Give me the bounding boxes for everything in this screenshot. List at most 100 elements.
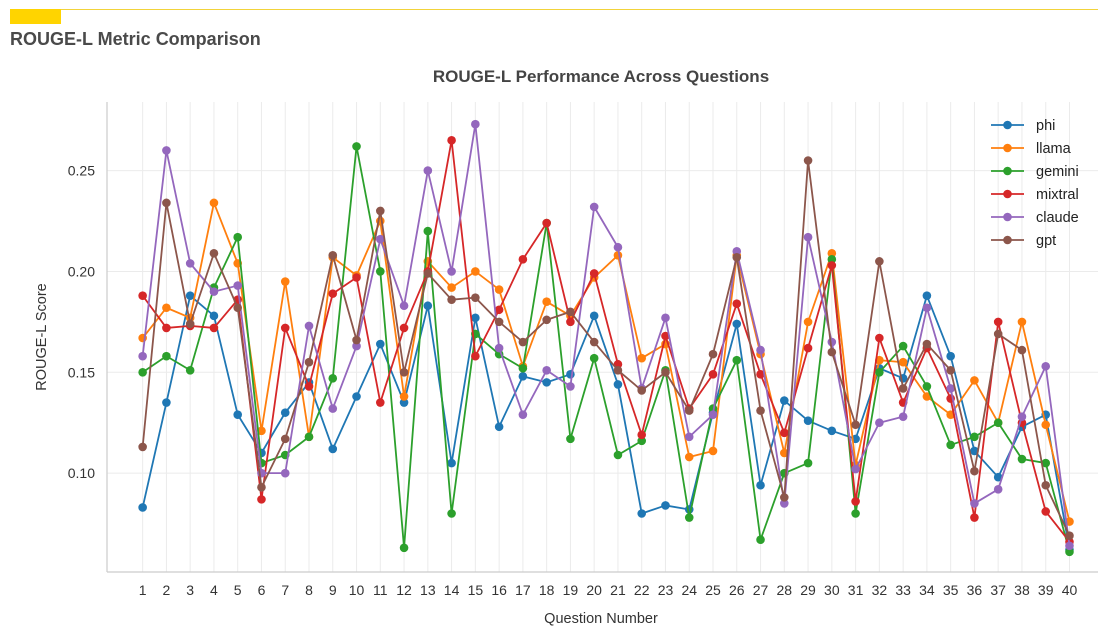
data-point-gpt xyxy=(922,339,932,349)
data-point-gpt xyxy=(185,319,195,329)
data-point-mixtral xyxy=(970,513,979,522)
data-point-phi xyxy=(780,396,789,405)
data-point-gemini xyxy=(946,440,955,450)
data-point-mixtral xyxy=(304,382,314,391)
data-point-gpt xyxy=(138,442,147,452)
legend-marker xyxy=(1003,166,1012,176)
data-point-llama xyxy=(399,392,409,401)
data-point-gemini xyxy=(566,434,575,444)
data-point-gemini xyxy=(233,232,243,242)
data-point-gpt xyxy=(970,466,979,476)
data-point-claude xyxy=(613,242,623,252)
legend-item-gpt: gpt xyxy=(991,233,1056,249)
grid-lines xyxy=(107,102,1098,572)
chart-axes xyxy=(106,102,1098,573)
y-tick-label: 0.10 xyxy=(68,465,95,481)
data-point-claude xyxy=(375,234,385,244)
data-point-mixtral xyxy=(209,323,219,333)
data-point-gemini xyxy=(162,351,171,361)
x-tick-label: 33 xyxy=(895,582,911,598)
data-point-phi xyxy=(970,446,979,456)
chart-title: ROUGE-L Performance Across Questions xyxy=(433,67,769,86)
data-point-claude xyxy=(447,267,456,276)
data-point-gpt xyxy=(851,420,860,430)
x-tick-label: 2 xyxy=(163,582,171,598)
data-point-phi xyxy=(209,311,219,321)
data-point-phi xyxy=(138,503,147,512)
data-point-gemini xyxy=(875,368,884,377)
data-point-llama xyxy=(209,198,219,208)
data-point-claude xyxy=(661,313,670,323)
data-point-mixtral xyxy=(708,370,718,379)
data-point-claude xyxy=(304,321,314,331)
data-point-gpt xyxy=(1065,531,1074,540)
data-point-claude xyxy=(970,499,979,508)
x-tick-label: 6 xyxy=(258,582,266,598)
data-point-gemini xyxy=(970,432,979,442)
data-point-gpt xyxy=(1017,345,1027,355)
data-point-claude xyxy=(471,119,480,129)
data-point-gemini xyxy=(922,382,932,391)
data-point-phi xyxy=(637,509,647,518)
x-tick-label: 5 xyxy=(234,582,242,598)
x-tick-label: 7 xyxy=(281,582,289,598)
data-point-llama xyxy=(684,452,694,462)
data-point-mixtral xyxy=(471,351,480,361)
x-tick-label: 9 xyxy=(329,582,337,598)
x-tick-label: 23 xyxy=(658,582,674,598)
data-point-claude xyxy=(851,464,860,474)
series-line-mixtral xyxy=(141,139,1071,543)
data-point-gpt xyxy=(542,315,551,325)
data-point-phi xyxy=(756,480,765,490)
data-point-phi xyxy=(399,398,409,407)
legend-item-gemini: gemini xyxy=(991,164,1079,180)
data-point-gpt xyxy=(684,406,694,415)
data-point-claude xyxy=(922,303,932,313)
x-tick-label: 26 xyxy=(729,582,745,598)
data-point-phi xyxy=(494,422,504,432)
data-point-gpt xyxy=(494,317,504,327)
data-point-gpt xyxy=(946,365,955,375)
data-point-gpt xyxy=(280,434,290,444)
data-point-gemini xyxy=(423,226,433,236)
x-tick-label: 4 xyxy=(210,582,218,598)
x-tick-label: 1 xyxy=(139,582,147,598)
data-point-claude xyxy=(518,410,528,419)
data-point-llama xyxy=(803,317,813,327)
data-point-llama xyxy=(637,353,647,363)
data-point-gpt xyxy=(447,295,456,304)
x-tick-label: 10 xyxy=(349,582,365,598)
legend-label: gemini xyxy=(1036,164,1079,180)
data-series xyxy=(138,119,1074,557)
x-tick-label: 11 xyxy=(373,582,388,598)
x-tick-label: 21 xyxy=(610,582,626,598)
data-point-mixtral xyxy=(851,497,860,506)
data-point-claude xyxy=(898,412,908,421)
data-point-llama xyxy=(922,392,932,401)
data-point-gemini xyxy=(637,436,647,446)
y-tick-label: 0.20 xyxy=(68,263,95,279)
data-point-gpt xyxy=(328,251,338,260)
data-point-phi xyxy=(162,398,171,407)
data-point-mixtral xyxy=(875,333,884,343)
data-point-llama xyxy=(970,376,979,385)
legend-label: claude xyxy=(1036,210,1079,226)
data-point-claude xyxy=(684,432,694,442)
x-tick-label: 39 xyxy=(1038,582,1054,598)
x-tick-label: 40 xyxy=(1062,582,1078,598)
data-point-mixtral xyxy=(280,323,290,333)
x-axis-label: Question Number xyxy=(544,611,658,627)
data-point-claude xyxy=(732,246,742,256)
data-point-gemini xyxy=(756,535,765,545)
data-point-claude xyxy=(185,259,195,268)
data-point-claude xyxy=(328,404,338,413)
data-point-gpt xyxy=(375,206,385,216)
x-tick-label: 20 xyxy=(586,582,602,598)
series-gpt xyxy=(138,156,1074,540)
data-point-gemini xyxy=(304,432,314,442)
legend-label: phi xyxy=(1036,118,1055,134)
data-point-gpt xyxy=(257,482,266,492)
data-point-mixtral xyxy=(589,269,599,278)
data-point-phi xyxy=(613,380,623,389)
legend-marker xyxy=(1003,189,1012,199)
